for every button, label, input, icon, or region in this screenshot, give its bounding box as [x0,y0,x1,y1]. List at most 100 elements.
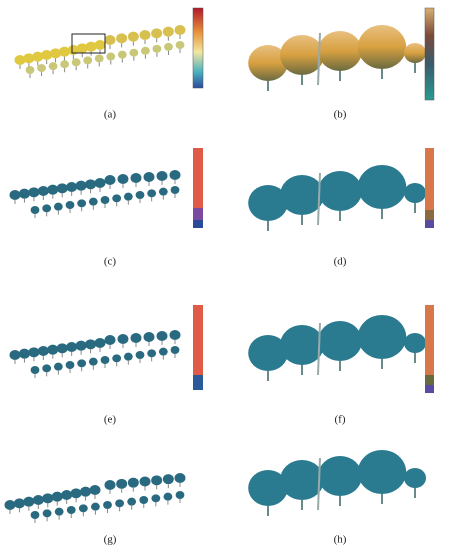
tree [66,506,76,514]
point-clouds [4,7,435,523]
tree [56,183,68,194]
tree [42,364,52,373]
tree [139,476,151,487]
tree [18,188,30,199]
tree [85,179,97,190]
tree [123,352,133,361]
panel-label: (b) [334,109,347,121]
tree [60,60,70,69]
tree [37,64,46,73]
tree [85,339,97,350]
tree [162,26,174,37]
tree [129,48,139,57]
tree [139,30,151,40]
tree [83,56,93,65]
tree [94,54,104,63]
tree [169,170,181,180]
tree [117,174,129,184]
colorbar [193,208,203,220]
tree [151,475,163,486]
tree [112,354,122,363]
tree [357,315,407,359]
tree [23,53,35,64]
panel-label: (g) [104,534,117,546]
lamp-post [317,172,321,226]
tree [158,187,168,196]
tree [175,491,185,499]
tree [100,196,110,204]
tree [117,334,129,344]
panel-label: (f) [335,414,346,426]
tree [56,343,68,354]
colorbar [193,220,203,228]
tree [18,348,30,359]
tree [151,28,163,39]
tree [158,347,168,356]
tree [23,496,35,507]
tree [280,175,324,215]
tree [104,480,116,490]
tree [37,186,49,196]
tree [162,474,174,485]
highlight-box [71,33,106,54]
tree [88,357,98,366]
tree [280,460,324,500]
tree [65,201,75,209]
tree [50,48,62,59]
tree [66,182,78,192]
tree [94,40,106,50]
tree [139,496,149,504]
tree [164,42,173,51]
tree [76,43,88,54]
tree [4,500,16,510]
tree [100,356,110,364]
tree [47,344,59,355]
tree [54,507,64,516]
tree [106,52,116,61]
tree [174,25,186,35]
tree [357,450,407,494]
tree [127,31,139,42]
colorbar [425,375,434,385]
tree [318,321,362,361]
tree [123,192,133,201]
tree [9,190,21,200]
tree [89,485,101,495]
tree [116,33,128,44]
tree [116,478,128,489]
tree [115,499,124,508]
tree [175,41,185,49]
tree [48,62,58,71]
tree [30,511,40,519]
tree [103,501,112,509]
tree [404,43,426,63]
tree [41,50,53,60]
tree [127,497,137,506]
tree [280,325,324,365]
tree [357,25,407,69]
panel-label: (d) [334,256,347,268]
lamp-post [317,457,321,511]
tree [143,172,155,182]
colorbar [193,305,203,375]
tree [318,31,362,71]
tree [130,173,142,183]
tree [248,335,288,371]
colorbar [193,375,203,390]
colorbar [425,148,434,210]
tree [9,350,21,360]
tree [85,41,97,52]
colorbar [425,210,434,220]
tree [170,346,180,354]
tree [66,342,78,352]
tree [404,333,426,353]
tree [104,175,116,185]
tree [32,495,44,505]
tree [94,338,106,348]
tree [147,349,157,358]
colorbar [425,220,434,228]
tree [130,333,142,343]
tree [51,491,63,502]
tree [47,184,59,195]
tree [28,187,40,198]
